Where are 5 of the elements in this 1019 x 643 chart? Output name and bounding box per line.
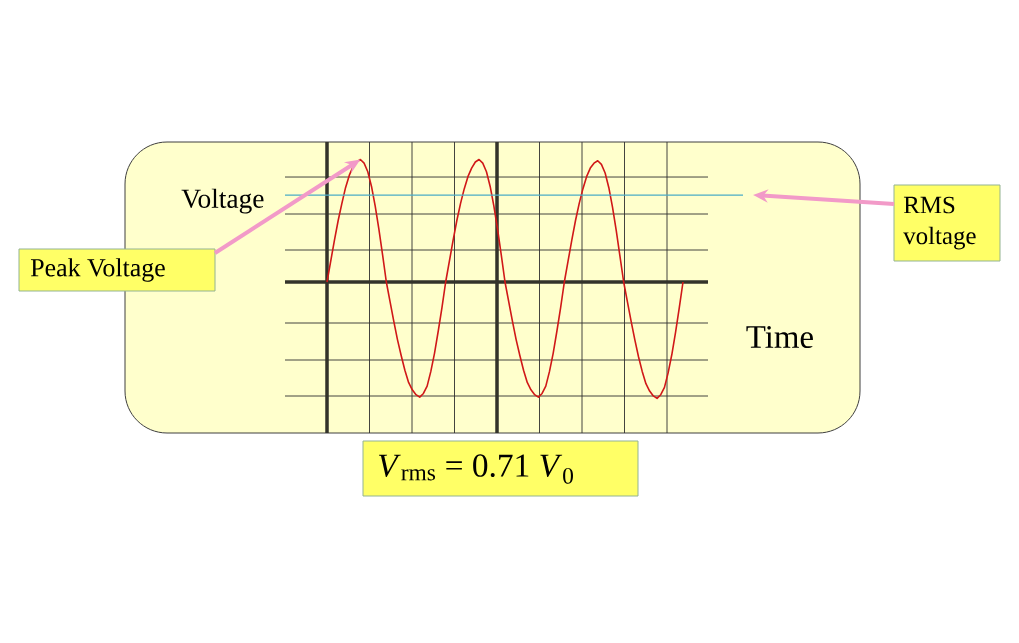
y-axis-title: Voltage	[181, 188, 264, 214]
text: Peak Voltage	[30, 258, 165, 282]
text: RMS voltage	[903, 196, 976, 250]
x-axis-title: Time	[746, 325, 813, 349]
text: V$_{rms}$ = 0.71 V$_{0}$	[378, 454, 573, 484]
